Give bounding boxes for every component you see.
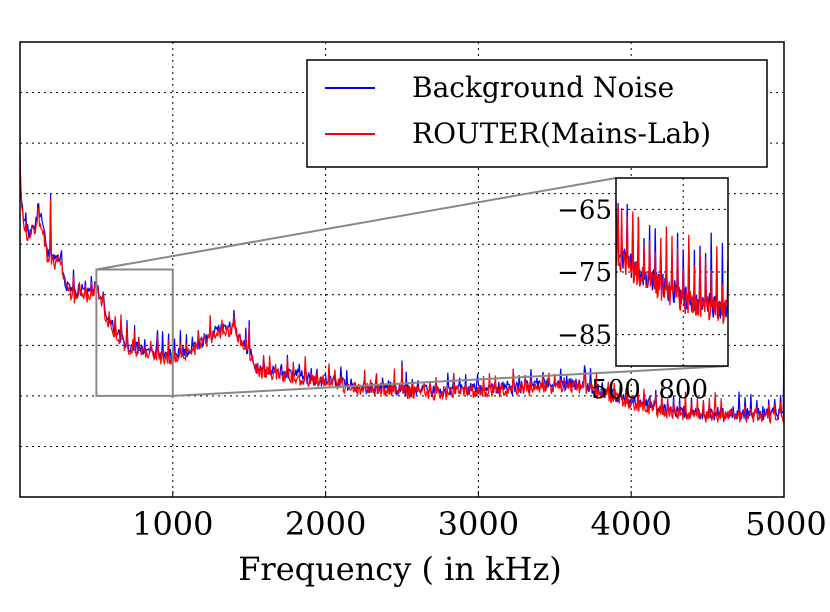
x-tick-label-3: 4000: [590, 505, 671, 543]
legend-label-background-noise: Background Noise: [412, 71, 674, 104]
x-axis-tick-labels: 1000 2000 3000 4000 5000: [132, 505, 827, 543]
main-axes-frame: [19, 41, 785, 498]
inset-y-tick-label-2: −85: [557, 321, 612, 351]
legend: Background Noise ROUTER(Mains-Lab): [306, 59, 768, 168]
x-tick-label-4: 5000: [745, 505, 826, 543]
zoom-connectors: [96, 177, 729, 397]
zoom-connector-top: [96, 177, 617, 271]
inset-x-tick-label-1: 800: [658, 375, 708, 405]
zoom-connector-bottom: [172, 365, 729, 397]
inset-x-tick-labels: 500 800: [591, 375, 708, 405]
inset-y-tick-label-0: −65: [557, 195, 612, 225]
x-axis-label: Frequency ( in kHz): [238, 550, 562, 588]
x-tick-label-2: 3000: [438, 505, 519, 543]
legend-label-router: ROUTER(Mains-Lab): [412, 117, 711, 150]
series-line-router: [19, 158, 785, 425]
x-tick-label-0: 1000: [132, 505, 213, 543]
zoom-region-box: [95, 268, 174, 397]
inset-axes-frame: [615, 177, 729, 367]
x-tick-label-1: 2000: [285, 505, 366, 543]
inset-x-tick-label-0: 500: [591, 375, 641, 405]
inset-series-line-router: [615, 200, 729, 324]
inset-series-group: [615, 200, 729, 324]
legend-box: [306, 59, 768, 168]
inset-y-tick-labels: −65 −75 −85: [557, 195, 612, 350]
inset-y-tick-label-1: −75: [557, 258, 612, 288]
main-series-group: [19, 153, 785, 425]
x-axis-ticks: [172, 491, 785, 497]
